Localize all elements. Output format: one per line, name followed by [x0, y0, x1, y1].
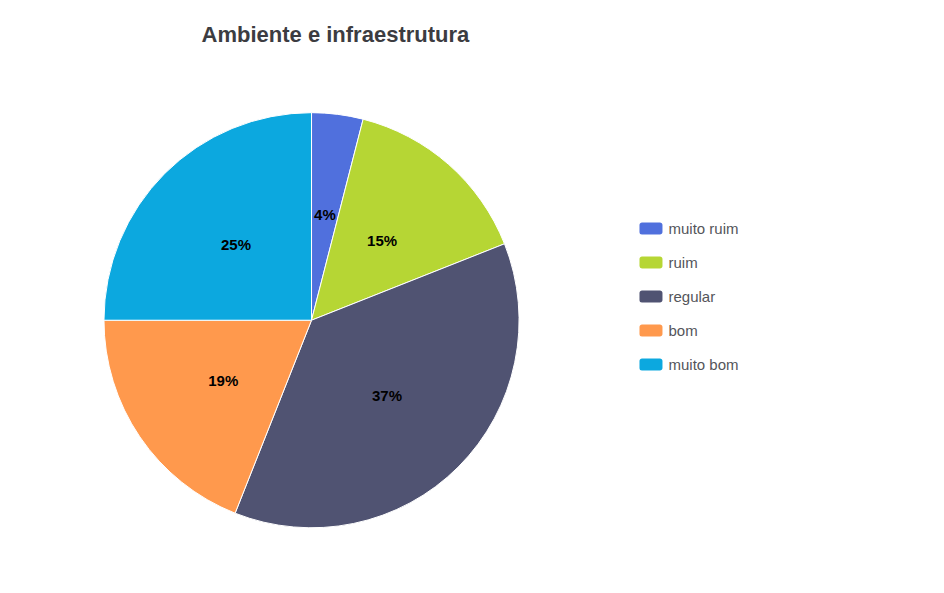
- svg-text:muito bom: muito bom: [668, 356, 738, 373]
- svg-text:37%: 37%: [372, 387, 402, 404]
- svg-text:muito ruim: muito ruim: [668, 220, 738, 237]
- svg-text:regular: regular: [668, 288, 715, 305]
- svg-text:Ambiente e infraestrutura: Ambiente e infraestrutura: [202, 22, 470, 47]
- svg-text:4%: 4%: [314, 206, 336, 223]
- svg-text:19%: 19%: [208, 372, 238, 389]
- svg-text:25%: 25%: [221, 236, 251, 253]
- svg-text:ruim: ruim: [668, 254, 697, 271]
- svg-text:bom: bom: [668, 322, 697, 339]
- svg-text:15%: 15%: [367, 232, 397, 249]
